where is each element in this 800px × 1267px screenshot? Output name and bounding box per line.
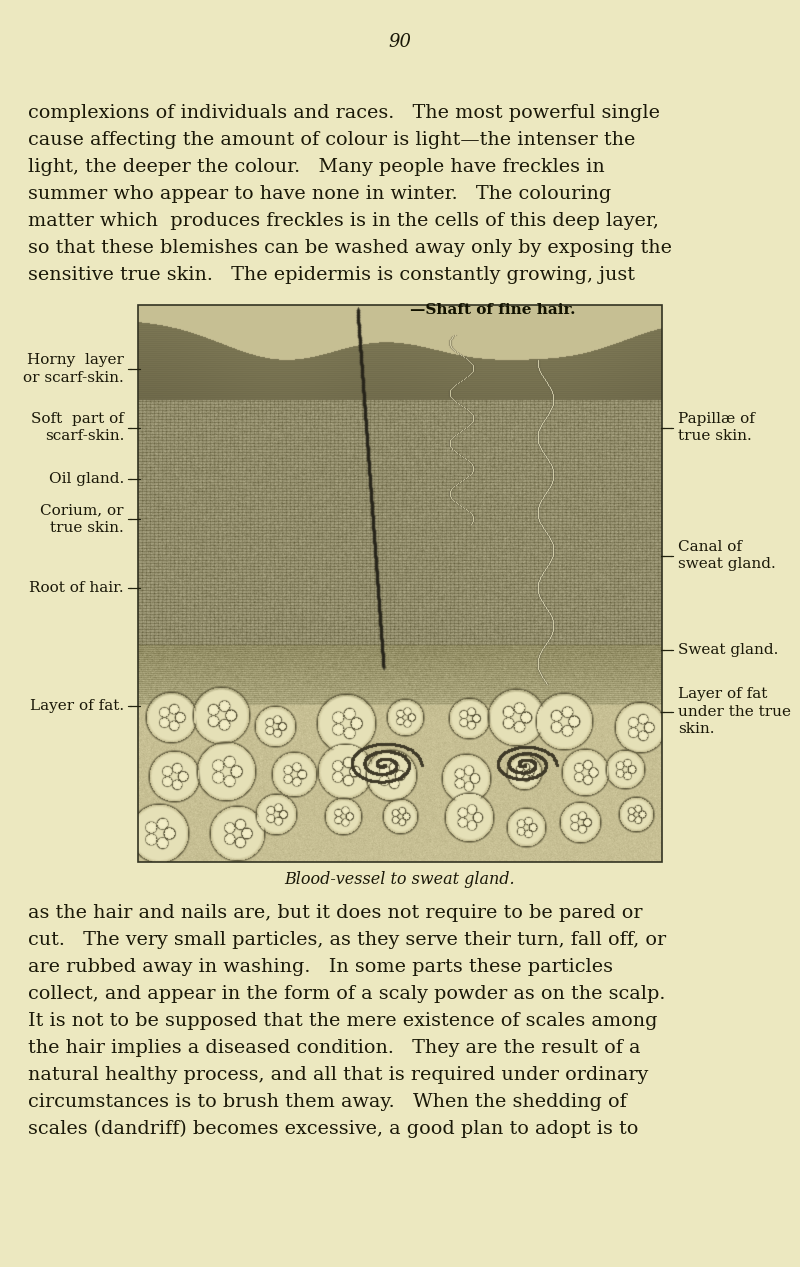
Text: Root of hair.: Root of hair.: [30, 582, 124, 595]
Text: Layer of fat.: Layer of fat.: [30, 699, 124, 713]
Text: scales (dandriff) becomes excessive, a good plan to adopt is to: scales (dandriff) becomes excessive, a g…: [28, 1120, 638, 1138]
Text: as the hair and nails are, but it does not require to be pared or: as the hair and nails are, but it does n…: [28, 903, 642, 922]
Text: Sweat gland.: Sweat gland.: [678, 644, 778, 658]
Text: light, the deeper the colour.   Many people have freckles in: light, the deeper the colour. Many peopl…: [28, 158, 605, 176]
Text: are rubbed away in washing.   In some parts these particles: are rubbed away in washing. In some part…: [28, 958, 613, 976]
Text: natural healthy process, and all that is required under ordinary: natural healthy process, and all that is…: [28, 1066, 648, 1085]
Text: Blood-vessel to sweat gland.: Blood-vessel to sweat gland.: [285, 872, 515, 888]
Text: cause affecting the amount of colour is light—the intenser the: cause affecting the amount of colour is …: [28, 131, 635, 150]
Text: sensitive true skin.   The epidermis is constantly growing, just: sensitive true skin. The epidermis is co…: [28, 266, 635, 284]
Text: Canal of
sweat gland.: Canal of sweat gland.: [678, 540, 776, 571]
Text: summer who appear to have none in winter.   The colouring: summer who appear to have none in winter…: [28, 185, 611, 203]
Text: 90: 90: [389, 33, 411, 51]
Text: complexions of individuals and races.   The most powerful single: complexions of individuals and races. Th…: [28, 104, 660, 122]
Text: circumstances is to brush them away.   When the shedding of: circumstances is to brush them away. Whe…: [28, 1093, 626, 1111]
Bar: [138, 305, 662, 862]
Text: collect, and appear in the form of a scaly powder as on the scalp.: collect, and appear in the form of a sca…: [28, 984, 666, 1003]
Text: Papillæ of
true skin.: Papillæ of true skin.: [678, 412, 755, 443]
Text: matter which  produces freckles is in the cells of this deep layer,: matter which produces freckles is in the…: [28, 212, 659, 231]
Text: It is not to be supposed that the mere existence of scales among: It is not to be supposed that the mere e…: [28, 1012, 658, 1030]
Text: so that these blemishes can be washed away only by exposing the: so that these blemishes can be washed aw…: [28, 239, 672, 257]
Text: Corium, or
true skin.: Corium, or true skin.: [41, 504, 124, 535]
Text: cut.   The very small particles, as they serve their turn, fall off, or: cut. The very small particles, as they s…: [28, 931, 666, 949]
Text: Horny  layer
or scarf-skin.: Horny layer or scarf-skin.: [23, 353, 124, 385]
Text: the hair implies a diseased condition.   They are the result of a: the hair implies a diseased condition. T…: [28, 1039, 641, 1057]
Text: Soft  part of
scarf-skin.: Soft part of scarf-skin.: [31, 412, 124, 443]
Text: —Shaft of fine hair.: —Shaft of fine hair.: [410, 303, 576, 317]
Text: Layer of fat
under the true
skin.: Layer of fat under the true skin.: [678, 687, 791, 736]
Text: Oil gland.: Oil gland.: [49, 471, 124, 485]
